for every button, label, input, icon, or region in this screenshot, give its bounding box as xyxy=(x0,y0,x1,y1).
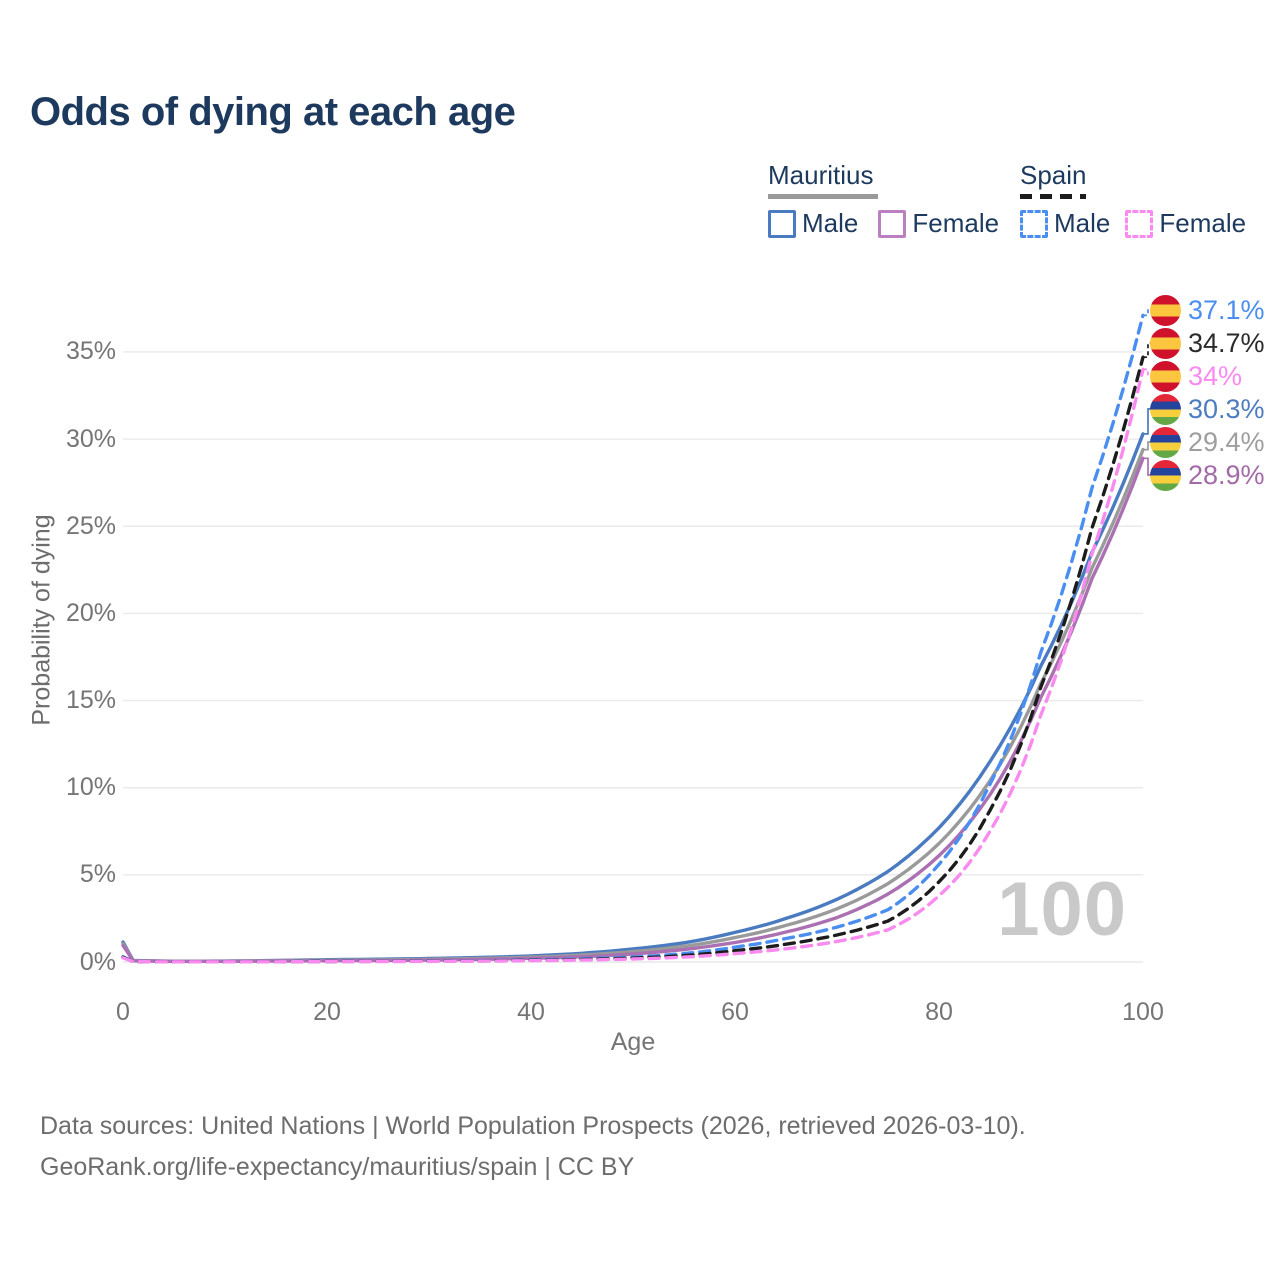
y-tick-label: 0% xyxy=(79,948,116,976)
legend-item-spain-male[interactable]: Male xyxy=(1020,208,1110,239)
y-tick-label: 35% xyxy=(65,337,116,365)
legend-items-spain: Male Female xyxy=(1020,208,1246,239)
legend-item-mauritius-female[interactable]: Female xyxy=(878,208,999,239)
x-tick-label: 40 xyxy=(517,998,545,1026)
source-line-2: GeoRank.org/life-expectancy/mauritius/sp… xyxy=(40,1153,635,1181)
end-label-row: 37.1% xyxy=(1150,294,1265,326)
source-note: Data sources: United Nations | World Pop… xyxy=(40,1106,1026,1188)
end-label-row: 28.9% xyxy=(1150,459,1265,491)
flag-icon xyxy=(1150,294,1181,326)
legend-items-mauritius: Male Female xyxy=(768,208,999,239)
square-swatch-icon xyxy=(768,209,796,238)
legend-item-mauritius-male[interactable]: Male xyxy=(768,208,858,239)
y-tick-label: 5% xyxy=(79,860,116,888)
x-tick-label: 0 xyxy=(116,998,130,1026)
source-line-1: Data sources: United Nations | World Pop… xyxy=(40,1112,1026,1140)
mauritius-line-swatch-icon xyxy=(768,194,878,199)
legend-item-label: Female xyxy=(1159,208,1247,238)
legend-item-spain-female[interactable]: Female xyxy=(1125,208,1246,239)
flag-icon xyxy=(1150,360,1181,392)
flag-icon xyxy=(1150,327,1181,359)
legend-country-label: Spain xyxy=(1020,160,1087,190)
x-tick-label: 20 xyxy=(313,998,341,1026)
legend-country-mauritius[interactable]: Mauritius xyxy=(768,160,999,199)
legend-group-spain: Spain Male Female xyxy=(1020,160,1246,239)
legend-country-spain[interactable]: Spain xyxy=(1020,160,1246,199)
x-tick-label: 60 xyxy=(721,998,749,1026)
legend-group-mauritius: Mauritius Male Female xyxy=(768,160,999,239)
age-watermark: 100 xyxy=(997,867,1127,952)
y-tick-label: 25% xyxy=(65,512,116,540)
end-value-label: 28.9% xyxy=(1188,459,1265,490)
end-label-row: 34.7% xyxy=(1150,327,1265,359)
x-tick-label: 100 xyxy=(1122,998,1164,1026)
y-tick-label: 10% xyxy=(65,773,116,801)
flag-icon xyxy=(1150,426,1181,458)
legend-item-label: Female xyxy=(912,208,1000,238)
flag-icon xyxy=(1150,459,1181,491)
x-tick-label: 80 xyxy=(925,998,953,1026)
end-value-label: 37.1% xyxy=(1188,294,1265,325)
end-value-label: 34.7% xyxy=(1188,327,1265,358)
y-tick-label: 30% xyxy=(65,425,116,453)
legend-country-label: Mauritius xyxy=(768,160,874,190)
x-axis-title: Age xyxy=(610,1028,656,1056)
end-label-row: 29.4% xyxy=(1150,426,1265,458)
end-value-label: 34% xyxy=(1188,360,1243,391)
y-tick-label: 20% xyxy=(65,599,116,627)
flag-icon xyxy=(1150,393,1181,425)
page-title: Odds of dying at each age xyxy=(30,90,516,134)
end-label-row: 30.3% xyxy=(1150,393,1265,425)
end-label-row: 34% xyxy=(1150,360,1242,392)
spain-line-swatch-icon xyxy=(1020,194,1086,199)
legend-item-label: Male xyxy=(1054,208,1111,238)
legend-item-label: Male xyxy=(802,208,859,238)
end-value-label: 29.4% xyxy=(1188,426,1265,457)
end-value-label: 30.3% xyxy=(1188,393,1265,424)
square-swatch-icon xyxy=(1125,209,1154,238)
y-tick-label: 15% xyxy=(65,686,116,714)
square-swatch-icon xyxy=(878,209,907,238)
square-swatch-icon xyxy=(1020,209,1048,238)
